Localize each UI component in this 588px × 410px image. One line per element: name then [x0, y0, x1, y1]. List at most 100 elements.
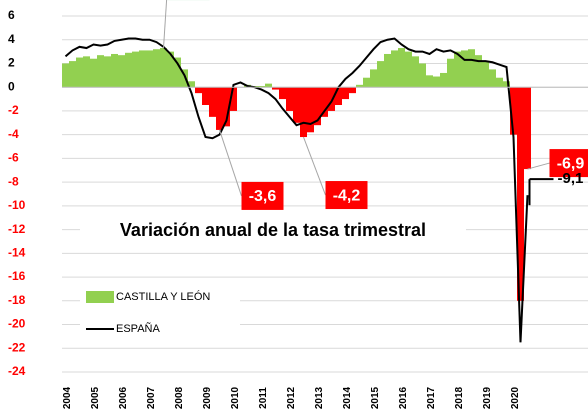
bar [181, 69, 188, 88]
bar [517, 87, 524, 301]
bar [314, 87, 321, 126]
y-tick-label: -8 [8, 174, 19, 188]
bar [153, 49, 160, 88]
bar [167, 51, 174, 88]
bar [510, 87, 517, 135]
legend-swatch [86, 291, 114, 303]
bar [62, 63, 69, 88]
bar [461, 50, 468, 88]
bar [433, 76, 440, 88]
legend-label: CASTILLA Y LEÓN [116, 290, 210, 303]
data-label: -9,1 [558, 170, 584, 187]
bar [216, 87, 223, 130]
y-tick-label: -2 [8, 103, 19, 117]
x-tick-label: 2008 [174, 386, 185, 409]
x-tick-label: 2018 [454, 386, 465, 409]
bar [391, 50, 398, 88]
bar [356, 84, 363, 88]
data-label: -6,9 [557, 155, 585, 172]
bar [328, 87, 335, 111]
bar [377, 61, 384, 88]
x-tick-label: 2010 [230, 386, 241, 409]
bar [195, 87, 202, 94]
bar [223, 87, 230, 127]
x-tick-label: 2020 [510, 386, 521, 409]
bar [321, 87, 328, 117]
bar [139, 50, 146, 88]
bar [405, 51, 412, 88]
bar [265, 83, 272, 88]
bar [440, 72, 447, 88]
bar [174, 57, 181, 88]
x-tick-label: 2006 [118, 386, 129, 409]
bar [349, 87, 356, 94]
y-tick-label: -18 [8, 293, 26, 307]
bar [188, 81, 195, 88]
y-tick-label: -4 [8, 127, 19, 141]
bar [97, 55, 104, 88]
bar [69, 61, 76, 88]
bar [111, 53, 118, 88]
legend-label: ESPAÑA [116, 322, 160, 335]
y-tick-label: -6 [8, 151, 19, 165]
leader-line [527, 162, 550, 170]
data-label: -4,2 [333, 187, 361, 204]
leader-line [219, 129, 242, 197]
x-tick-label: 2011 [258, 387, 269, 409]
leader-line [163, 0, 168, 49]
y-tick-label: 2 [8, 56, 15, 70]
bar [503, 81, 510, 88]
bar [118, 55, 125, 88]
label-box [241, 181, 284, 210]
bar [426, 75, 433, 88]
chart-title: Variación anual de la tasa trimestral [120, 220, 426, 240]
bar [125, 52, 132, 88]
y-tick-label: -16 [8, 269, 26, 283]
bar [412, 56, 419, 88]
x-tick-label: 2017 [426, 386, 437, 409]
bar [468, 49, 475, 88]
y-tick-label: -20 [8, 317, 26, 331]
bar [293, 87, 300, 123]
x-tick-label: 2004 [62, 386, 73, 409]
bar [496, 77, 503, 88]
x-tick-label: 2012 [286, 386, 297, 409]
bar [272, 87, 279, 90]
bar [104, 56, 111, 88]
leader-line [303, 136, 326, 196]
bar [230, 87, 237, 111]
bar [146, 50, 153, 88]
bar [475, 55, 482, 88]
x-tick-label: 2014 [342, 386, 353, 409]
bar [398, 48, 405, 88]
y-tick-label: -24 [8, 364, 26, 378]
bar [76, 57, 83, 88]
bar [83, 56, 90, 88]
y-tick-label: -12 [8, 222, 26, 236]
bar [342, 87, 349, 100]
x-tick-label: 2019 [482, 386, 493, 409]
bar [286, 87, 293, 111]
bar [258, 86, 265, 88]
bar [384, 53, 391, 88]
y-tick-label: 4 [8, 32, 15, 46]
label-box [549, 149, 588, 178]
bar [300, 87, 307, 138]
bar [209, 87, 216, 117]
title-bg [80, 216, 466, 246]
bar [202, 87, 209, 105]
y-tick-label: -22 [8, 340, 26, 354]
bar [447, 58, 454, 88]
bar [482, 61, 489, 88]
bar [307, 87, 314, 133]
x-tick-label: 2013 [314, 386, 325, 409]
bar [132, 51, 139, 88]
bar [489, 69, 496, 88]
bar [370, 69, 377, 88]
bar [363, 77, 370, 88]
bar [524, 87, 531, 170]
bar [454, 51, 461, 88]
bar [335, 87, 342, 105]
x-tick-label: 2016 [398, 386, 409, 409]
